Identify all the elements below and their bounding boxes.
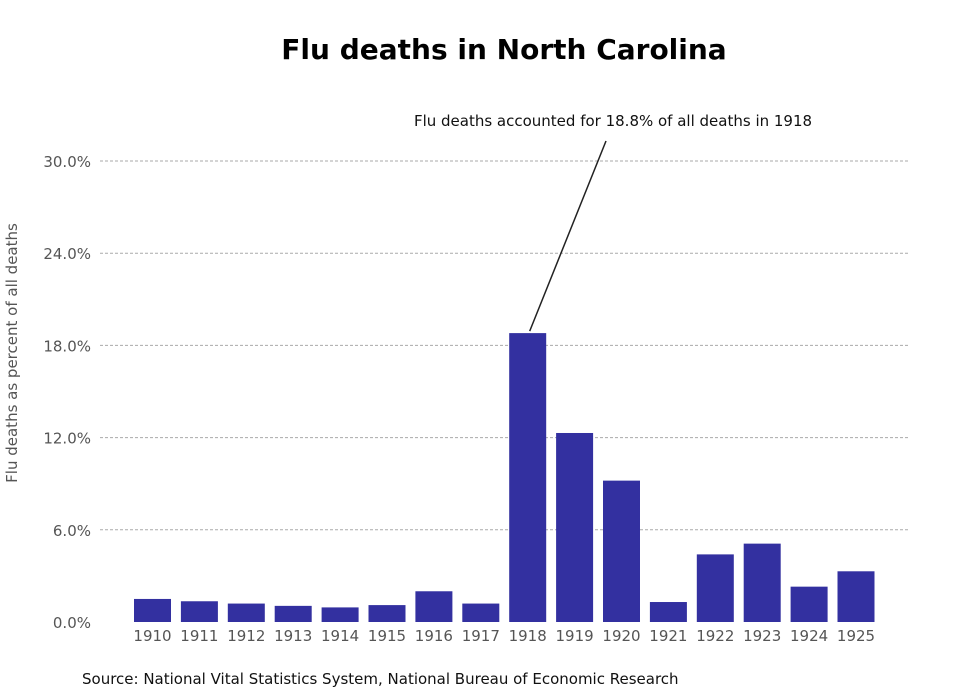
bar-1914 <box>321 607 359 622</box>
bar-1913 <box>274 605 312 622</box>
gridlines <box>100 160 910 531</box>
y-tick-label: 12.0% <box>43 430 91 448</box>
x-tick-label: 1921 <box>649 627 687 645</box>
bar-1910 <box>134 598 171 622</box>
y-tick-label: 24.0% <box>43 245 91 263</box>
x-tick-label: 1914 <box>321 627 359 645</box>
annotation-text: Flu deaths accounted for 18.8% of all de… <box>414 112 812 130</box>
bar-1918 <box>509 333 547 622</box>
bar-1921 <box>649 602 687 622</box>
y-tick-label: 0.0% <box>53 614 91 632</box>
x-tick-label: 1915 <box>368 627 406 645</box>
bar-1911 <box>180 601 218 622</box>
x-tick-label: 1913 <box>274 627 312 645</box>
x-tick-label: 1922 <box>696 627 734 645</box>
bar-1917 <box>462 603 500 622</box>
bar-1920 <box>603 480 640 622</box>
bar-1912 <box>227 603 265 622</box>
chart-title: Flu deaths in North Carolina <box>281 33 726 66</box>
x-tick-label: 1911 <box>180 627 218 645</box>
x-tick-label: 1912 <box>227 627 265 645</box>
bar-1925 <box>837 571 875 622</box>
bar-1915 <box>368 605 406 622</box>
x-tick-label: 1920 <box>602 627 640 645</box>
bar-1919 <box>556 432 594 622</box>
x-tick-label: 1919 <box>556 627 594 645</box>
x-tick-label: 1917 <box>462 627 500 645</box>
y-axis-label: Flu deaths as percent of all deaths <box>3 223 21 483</box>
source-note: Source: National Vital Statistics System… <box>82 670 679 688</box>
x-tick-label: 1916 <box>415 627 453 645</box>
x-tick-label: 1924 <box>790 627 828 645</box>
y-tick-label: 18.0% <box>43 337 91 355</box>
x-tick-label: 1925 <box>837 627 875 645</box>
y-tick-label: 6.0% <box>53 522 91 540</box>
x-tick-label: 1910 <box>133 627 171 645</box>
bars <box>134 333 875 622</box>
bar-1916 <box>415 591 453 622</box>
bar-1923 <box>743 543 781 622</box>
x-tick-label: 1918 <box>509 627 547 645</box>
x-tick-label: 1923 <box>743 627 781 645</box>
x-axis-ticks: 1910 1911 1912 1913 1914 1915 1916 1917 1918 1919… <box>133 627 875 645</box>
y-axis-ticks: 0.0% 6.0% 12.0% 18.0% 24.0% 30.0% <box>43 153 91 632</box>
bar-1922 <box>696 554 734 622</box>
y-tick-label: 30.0% <box>43 153 91 171</box>
bar-1924 <box>790 586 828 622</box>
annotation-line <box>529 140 607 332</box>
